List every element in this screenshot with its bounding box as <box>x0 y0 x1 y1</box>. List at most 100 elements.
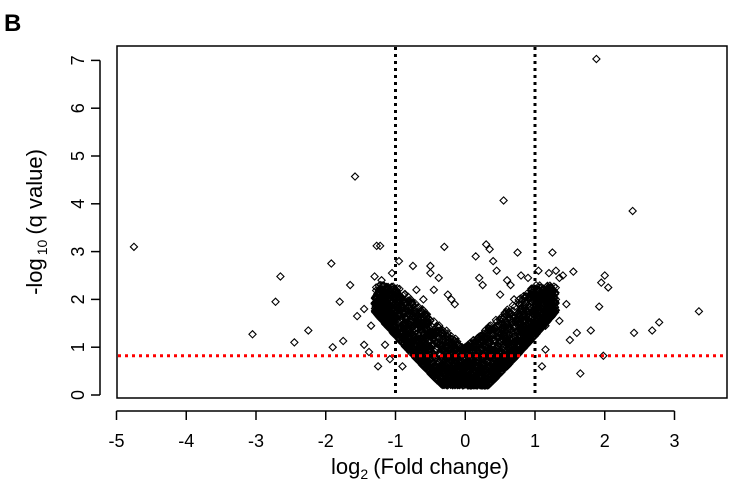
data-point <box>482 329 491 338</box>
data-point <box>408 261 418 271</box>
data-point <box>379 290 389 300</box>
data-point <box>377 311 387 320</box>
data-point <box>441 348 450 358</box>
data-point <box>509 326 518 336</box>
data-point <box>488 256 498 266</box>
data-point <box>382 282 391 292</box>
data-point <box>359 304 369 314</box>
data-point <box>575 369 585 378</box>
data-point <box>509 354 519 363</box>
data-point <box>518 316 528 325</box>
data-point <box>523 273 533 283</box>
data-point <box>447 375 456 385</box>
data-point <box>503 357 512 367</box>
data-point <box>371 283 381 292</box>
data-point <box>549 294 559 304</box>
data-point <box>289 338 299 347</box>
data-point <box>533 285 542 294</box>
data-point <box>473 360 483 370</box>
y-tick-label: 3 <box>68 247 88 257</box>
x-tick-label: 2 <box>600 431 610 451</box>
data-point <box>451 351 460 361</box>
data-point <box>397 333 407 343</box>
data-point <box>427 327 437 337</box>
data-point <box>598 351 608 361</box>
data-point <box>476 371 486 380</box>
data-point <box>405 333 414 343</box>
data-point <box>417 360 427 370</box>
data-point <box>421 310 431 319</box>
data-point <box>397 292 406 302</box>
data-point <box>519 344 528 353</box>
data-point <box>647 326 657 335</box>
data-point <box>461 358 471 367</box>
data-point <box>594 302 604 311</box>
data-point <box>429 340 439 350</box>
data-point <box>425 261 435 271</box>
data-point <box>555 316 564 326</box>
data-point <box>495 290 505 299</box>
data-point <box>694 306 704 316</box>
data-point <box>416 329 426 339</box>
data-point <box>551 295 561 304</box>
data-point <box>335 297 345 307</box>
data-point <box>629 328 639 338</box>
data-point <box>359 340 369 350</box>
data-point <box>596 278 606 288</box>
data-point <box>389 293 398 303</box>
data-point <box>454 342 464 352</box>
data-point <box>558 271 568 280</box>
data-point <box>551 266 561 276</box>
data-point <box>541 321 550 331</box>
data-point <box>401 304 411 314</box>
x-tick-label: 0 <box>460 431 470 451</box>
data-point <box>541 345 550 354</box>
data-point <box>414 321 424 331</box>
data-point <box>628 206 638 216</box>
data-point <box>366 321 376 331</box>
data-point <box>466 345 475 355</box>
data-point <box>654 317 664 327</box>
data-point <box>446 380 455 390</box>
data-point <box>497 363 507 373</box>
data-point <box>540 295 549 305</box>
data-point <box>386 302 395 312</box>
data-point <box>406 330 416 339</box>
data-point <box>395 284 404 294</box>
data-point <box>508 301 518 310</box>
data-point <box>504 307 514 316</box>
data-point <box>479 350 488 359</box>
data-point <box>513 309 523 318</box>
data-points <box>129 54 704 390</box>
data-point <box>364 347 374 357</box>
data-point <box>565 335 575 345</box>
data-point <box>373 305 383 315</box>
data-point <box>497 347 506 357</box>
data-point <box>439 242 449 252</box>
data-point <box>473 333 482 343</box>
x-tick-label: -1 <box>387 431 403 451</box>
data-point <box>443 373 453 383</box>
data-point <box>477 373 486 382</box>
data-point <box>515 299 524 309</box>
data-point <box>489 336 499 346</box>
data-point <box>443 332 453 342</box>
data-point <box>460 356 470 366</box>
data-point <box>481 366 490 376</box>
y-tick-label: 4 <box>68 199 88 209</box>
x-axis-title-prefix: log <box>331 454 360 479</box>
data-point <box>383 282 393 292</box>
data-point <box>493 369 502 378</box>
data-point <box>442 326 451 336</box>
data-point <box>470 367 480 377</box>
data-point <box>487 373 497 382</box>
data-point <box>489 355 499 364</box>
data-point <box>487 366 497 375</box>
data-point <box>386 287 396 297</box>
data-point <box>422 340 431 350</box>
x-tick-label: -3 <box>248 431 264 451</box>
data-point <box>603 283 613 292</box>
x-axis-title: log2 (Fold change) <box>331 454 509 482</box>
data-point <box>420 339 429 349</box>
data-point <box>496 335 505 345</box>
